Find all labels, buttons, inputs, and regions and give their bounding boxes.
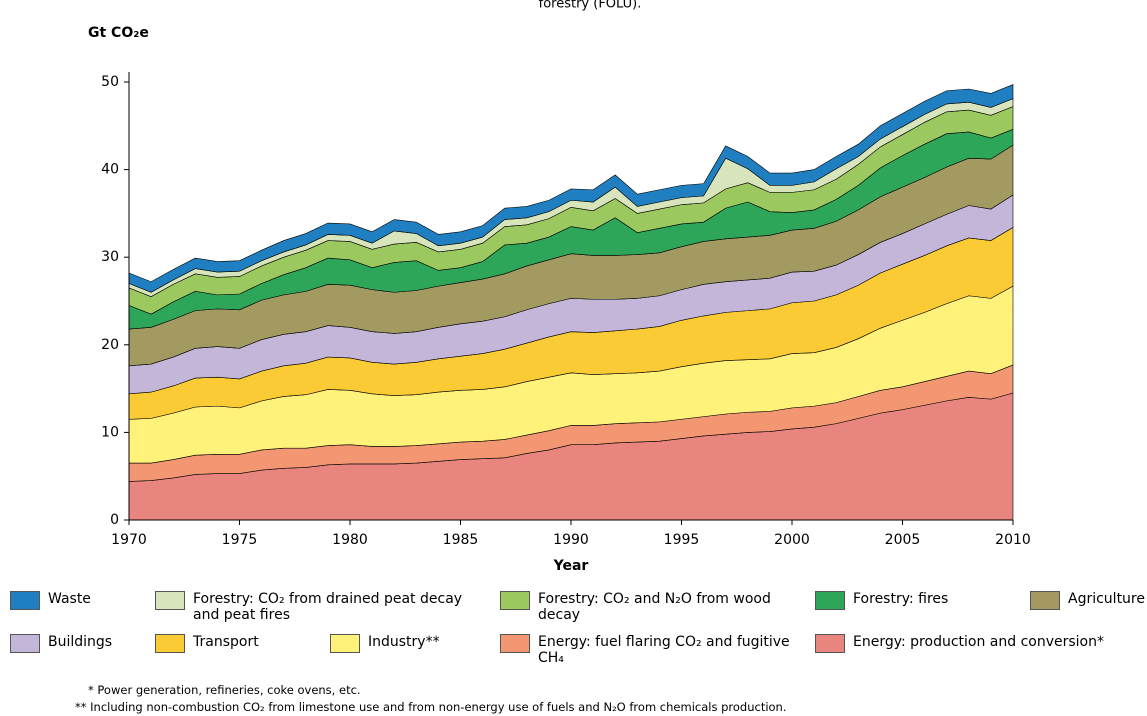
x-tick-label: 1975	[222, 532, 258, 548]
y-axis-label: Gt CO₂e	[88, 25, 149, 41]
legend-item: Agriculture	[1030, 591, 1147, 610]
footnote: * Power generation, refineries, coke ove…	[88, 683, 361, 697]
legend-label: Forestry: CO₂ from drained peat decay an…	[193, 591, 463, 623]
y-tick-label: 10	[101, 424, 119, 440]
x-tick-label: 1970	[111, 532, 147, 548]
legend-item: Forestry: CO₂ from drained peat decay an…	[155, 591, 475, 623]
legend-item: Industry**	[330, 634, 490, 653]
y-tick-label: 0	[110, 512, 119, 528]
legend-swatch	[500, 634, 530, 653]
y-tick-label: 40	[101, 162, 119, 178]
legend-label: Buildings	[48, 634, 113, 650]
legend-swatch	[10, 591, 40, 610]
x-tick-label: 1995	[664, 532, 700, 548]
x-tick-label: 1990	[553, 532, 589, 548]
x-tick-label: 1985	[443, 532, 479, 548]
y-tick-label: 20	[101, 337, 119, 353]
area	[128, 84, 1014, 293]
legend-item: Energy: production and conversion*	[815, 634, 1145, 653]
legend-item: Waste	[10, 591, 130, 610]
legend-label: Energy: fuel flaring CO₂ and fugitive CH…	[538, 634, 790, 666]
legend-swatch	[1030, 591, 1060, 610]
y-tick-label: 50	[101, 74, 119, 90]
x-tick-label: 2005	[885, 532, 921, 548]
legend-label: Agriculture	[1068, 591, 1145, 607]
legend-swatch	[10, 634, 40, 653]
legend-item: Forestry: fires	[815, 591, 1015, 610]
y-tick-label: 30	[101, 249, 119, 265]
legend-label: Forestry: CO₂ and N₂O from wood decay	[538, 591, 771, 623]
legend-swatch	[500, 591, 530, 610]
legend-item: Transport	[155, 634, 315, 653]
legend-label: Energy: production and conversion*	[853, 634, 1104, 650]
legend-swatch	[330, 634, 360, 653]
x-tick-label: 2010	[995, 532, 1031, 548]
legend-item: Forestry: CO₂ and N₂O from wood decay	[500, 591, 790, 623]
legend-label: Transport	[193, 634, 259, 650]
legend-swatch	[815, 591, 845, 610]
x-tick-label: 2000	[774, 532, 810, 548]
legend-item: Buildings	[10, 634, 130, 653]
chart-title: forestry (FOLU).	[539, 0, 642, 12]
legend-swatch	[155, 591, 185, 610]
legend-label: Waste	[48, 591, 91, 607]
legend-label: Forestry: fires	[853, 591, 949, 607]
x-axis-label: Year	[553, 558, 589, 574]
legend-label: Industry**	[368, 634, 440, 650]
chart: forestry (FOLU). Gt CO₂e Year 0 10 20 30 40 5…	[88, 0, 1031, 574]
legend-swatch	[155, 634, 185, 653]
x-tick-label: 1980	[332, 532, 368, 548]
legend-item: Energy: fuel flaring CO₂ and fugitive CH…	[500, 634, 790, 666]
legend-swatch	[815, 634, 845, 653]
footnote: ** Including non-combustion CO₂ from lim…	[75, 700, 787, 714]
